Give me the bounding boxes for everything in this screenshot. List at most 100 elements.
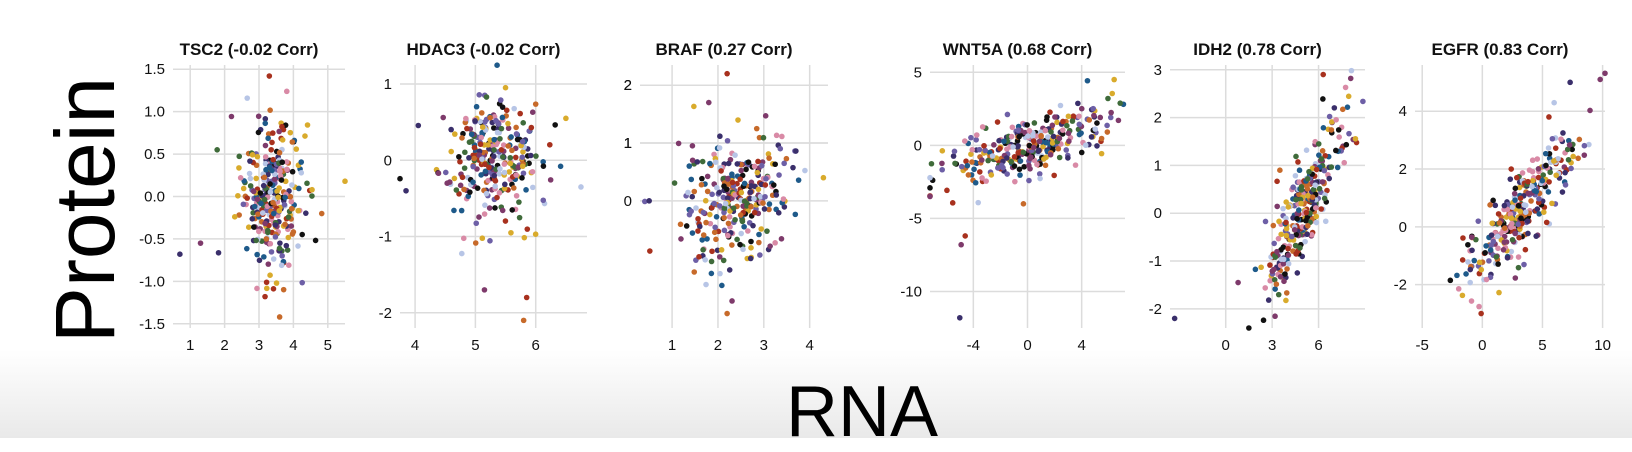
data-point — [708, 258, 715, 265]
data-point — [1509, 236, 1516, 243]
data-point — [563, 115, 569, 122]
data-point — [1468, 234, 1475, 241]
data-point — [963, 158, 969, 165]
data-point — [1455, 286, 1462, 292]
data-point — [738, 189, 745, 196]
data-point — [729, 179, 736, 186]
data-point — [1319, 148, 1326, 154]
data-point — [1020, 201, 1027, 207]
data-point — [279, 253, 285, 259]
data-point — [745, 228, 751, 234]
data-point — [697, 223, 703, 230]
data-point — [981, 142, 987, 149]
y-tick-label: 0 — [624, 193, 632, 210]
data-point — [1009, 124, 1016, 131]
data-point — [237, 174, 244, 181]
data-point — [476, 92, 483, 98]
data-point — [485, 142, 491, 148]
data-point — [459, 174, 466, 181]
data-point — [532, 101, 539, 107]
data-point — [1003, 155, 1010, 161]
data-point — [1316, 185, 1323, 192]
data-point — [695, 228, 701, 234]
data-point — [699, 237, 706, 243]
data-point — [1294, 215, 1300, 222]
data-point — [523, 187, 529, 193]
data-point — [1512, 185, 1519, 192]
data-point — [756, 134, 763, 141]
data-point — [748, 238, 754, 245]
data-point — [1026, 142, 1033, 149]
data-point — [473, 103, 480, 110]
data-point — [1011, 163, 1018, 169]
data-point — [1296, 167, 1303, 174]
data-point — [747, 255, 754, 262]
data-point — [497, 165, 503, 172]
data-point — [271, 176, 278, 182]
data-point — [1494, 233, 1501, 240]
data-point — [1536, 211, 1543, 217]
data-point — [1524, 218, 1531, 224]
data-point — [516, 199, 522, 205]
data-point — [491, 147, 497, 153]
data-point — [486, 205, 493, 211]
data-point — [520, 120, 527, 126]
data-point — [505, 143, 511, 149]
data-point — [540, 163, 547, 169]
data-point — [1309, 194, 1316, 200]
data-point — [1017, 172, 1023, 178]
data-point — [1326, 113, 1333, 120]
data-point — [712, 159, 719, 165]
data-point — [968, 151, 974, 157]
data-point — [497, 135, 503, 142]
data-point — [268, 249, 275, 255]
data-point — [1454, 272, 1460, 279]
data-point — [1552, 145, 1559, 151]
data-point — [1274, 178, 1280, 185]
data-point — [1262, 285, 1269, 291]
data-point — [1512, 197, 1518, 203]
data-point — [1501, 202, 1508, 209]
data-point — [704, 173, 711, 180]
data-point — [714, 184, 720, 191]
data-point — [1515, 221, 1521, 228]
data-point — [973, 137, 979, 143]
data-point — [753, 125, 760, 132]
data-point — [729, 171, 735, 178]
y-tick-label: -5 — [909, 210, 922, 227]
data-point — [1522, 246, 1529, 253]
data-point — [529, 109, 536, 115]
data-point — [714, 247, 721, 254]
data-point — [1086, 117, 1093, 123]
data-point — [1333, 116, 1339, 123]
data-point — [691, 269, 698, 275]
data-point — [513, 172, 519, 178]
data-point — [1559, 189, 1566, 195]
data-point — [304, 180, 310, 187]
data-point — [717, 270, 723, 277]
data-point — [765, 151, 772, 157]
data-point — [751, 195, 757, 202]
data-point — [1447, 277, 1454, 284]
data-point — [529, 168, 536, 175]
data-point — [299, 231, 305, 238]
data-point — [299, 279, 306, 286]
data-point — [1495, 261, 1501, 267]
data-point — [1460, 235, 1466, 241]
data-point — [318, 210, 325, 217]
data-point — [482, 119, 488, 125]
data-point — [725, 160, 732, 167]
y-tick-label: 0 — [384, 152, 392, 169]
data-point — [1014, 144, 1021, 150]
data-point — [1265, 297, 1272, 303]
data-point — [1065, 155, 1071, 161]
data-point — [718, 247, 725, 253]
data-point — [287, 193, 294, 200]
data-point — [281, 201, 288, 208]
data-point — [961, 138, 968, 144]
data-point — [1570, 153, 1576, 160]
data-point — [1567, 79, 1573, 86]
data-point — [502, 84, 509, 91]
data-point — [519, 175, 525, 181]
data-point — [1536, 195, 1542, 202]
